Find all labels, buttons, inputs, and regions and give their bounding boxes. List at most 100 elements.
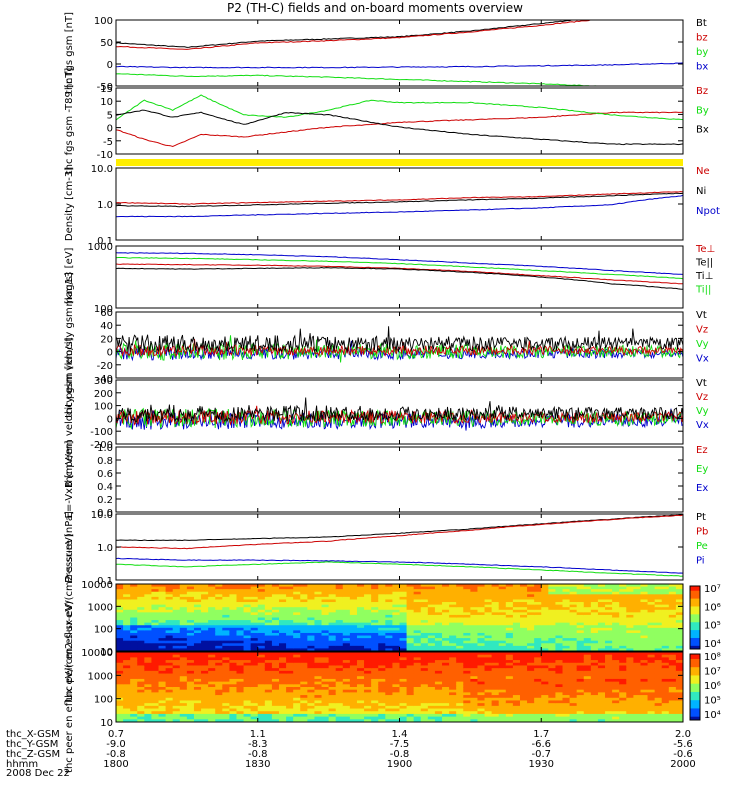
heatmap-cell xyxy=(612,673,620,677)
heatmap-cell xyxy=(420,662,429,667)
heatmap-cell xyxy=(555,662,564,667)
heatmap-cell xyxy=(222,657,230,661)
heatmap-cell xyxy=(151,594,160,598)
heatmap-cell xyxy=(137,609,145,613)
heatmap-cell xyxy=(286,614,294,619)
heatmap-cell xyxy=(569,657,578,661)
heatmap-cell xyxy=(144,599,153,603)
heatmap-cell xyxy=(463,668,471,672)
heatmap-cell xyxy=(463,648,471,651)
heatmap-cell xyxy=(612,689,620,693)
heatmap-cell xyxy=(555,625,564,629)
heatmap-cell xyxy=(449,591,457,595)
heatmap-cell xyxy=(612,620,620,624)
heatmap-cell xyxy=(548,607,557,611)
heatmap-cell xyxy=(413,708,422,712)
heatmap-cell xyxy=(647,684,656,688)
heatmap-cell xyxy=(279,638,287,642)
heatmap-cell xyxy=(463,678,471,683)
heatmap-cell xyxy=(215,638,223,642)
heatmap-cell xyxy=(349,635,358,639)
heatmap-cell xyxy=(605,708,613,712)
heatmap-cell xyxy=(123,711,131,715)
heatmap-cell xyxy=(470,625,479,629)
heatmap-cell xyxy=(385,692,394,696)
heatmap-cell xyxy=(477,617,486,621)
heatmap-cell xyxy=(675,620,683,624)
heatmap-cell xyxy=(392,645,401,650)
heatmap-cell xyxy=(130,711,138,715)
heatmap-cell xyxy=(300,681,308,685)
heatmap-cell xyxy=(597,614,606,619)
heatmap-cell xyxy=(144,602,153,606)
heatmap-cell xyxy=(193,614,202,619)
heatmap-cell xyxy=(505,602,514,606)
colorbar-step xyxy=(690,631,700,634)
heatmap-cell xyxy=(356,719,365,722)
heatmap-cell xyxy=(619,660,627,664)
heatmap-cell xyxy=(597,708,606,712)
heatmap-cell xyxy=(427,584,436,588)
heatmap-cell xyxy=(456,670,464,675)
heatmap-cell xyxy=(519,692,528,696)
heatmap-cell xyxy=(640,665,649,669)
heatmap-cell xyxy=(328,638,337,642)
heatmap-cell xyxy=(420,713,429,718)
heatmap-cell xyxy=(661,622,670,626)
heatmap-cell xyxy=(449,670,457,675)
heatmap-cell xyxy=(463,703,471,707)
heatmap-cell xyxy=(640,662,649,667)
heatmap-cell xyxy=(208,695,216,699)
heatmap-cell xyxy=(321,630,330,634)
heatmap-cell xyxy=(619,596,627,601)
heatmap-cell xyxy=(151,695,160,699)
heatmap-cell xyxy=(399,625,408,629)
heatmap-cell xyxy=(328,632,337,637)
heatmap-cell xyxy=(123,620,131,624)
heatmap-cell xyxy=(675,678,683,683)
heatmap-cell xyxy=(193,673,202,677)
heatmap-cell xyxy=(236,586,245,590)
heatmap-cell xyxy=(264,662,273,667)
heatmap-cell xyxy=(279,645,287,650)
heatmap-cell xyxy=(456,705,464,710)
heatmap-cell xyxy=(123,689,131,693)
heatmap-cell xyxy=(434,705,443,710)
heatmap-cell xyxy=(619,635,627,639)
heatmap-cell xyxy=(158,657,167,661)
heatmap-cell xyxy=(172,676,181,680)
heatmap-cell xyxy=(364,609,372,613)
heatmap-cell xyxy=(519,713,528,718)
heatmap-cell xyxy=(349,692,358,696)
heatmap-cell xyxy=(626,648,634,651)
heatmap-cell xyxy=(413,643,422,647)
heatmap-cell xyxy=(491,612,500,616)
heatmap-cell xyxy=(364,617,372,621)
heatmap-cell xyxy=(144,648,153,651)
heatmap-cell xyxy=(661,612,670,616)
heatmap-cell xyxy=(392,654,401,658)
heatmap-cell xyxy=(300,654,308,658)
heatmap-cell xyxy=(434,635,443,639)
heatmap-cell xyxy=(130,678,138,683)
heatmap-cell xyxy=(307,625,316,629)
series-line-green xyxy=(116,561,683,577)
heatmap-cell xyxy=(314,700,323,704)
heatmap-cell xyxy=(349,687,358,691)
heatmap-cell xyxy=(619,687,627,691)
heatmap-cell xyxy=(640,652,649,656)
heatmap-cell xyxy=(505,713,514,718)
heatmap-cell xyxy=(449,602,457,606)
heatmap-cell xyxy=(342,596,351,601)
heatmap-cell xyxy=(165,640,174,644)
heatmap-cell xyxy=(612,681,620,685)
heatmap-cell xyxy=(193,643,202,647)
heatmap-cell xyxy=(378,673,386,677)
heatmap-cell xyxy=(286,697,294,702)
heatmap-cell xyxy=(498,620,507,624)
heatmap-cell xyxy=(597,640,606,644)
heatmap-cell xyxy=(314,695,323,699)
heatmap-cell xyxy=(264,652,273,656)
heatmap-cell xyxy=(123,673,131,677)
heatmap-cell xyxy=(456,665,464,669)
